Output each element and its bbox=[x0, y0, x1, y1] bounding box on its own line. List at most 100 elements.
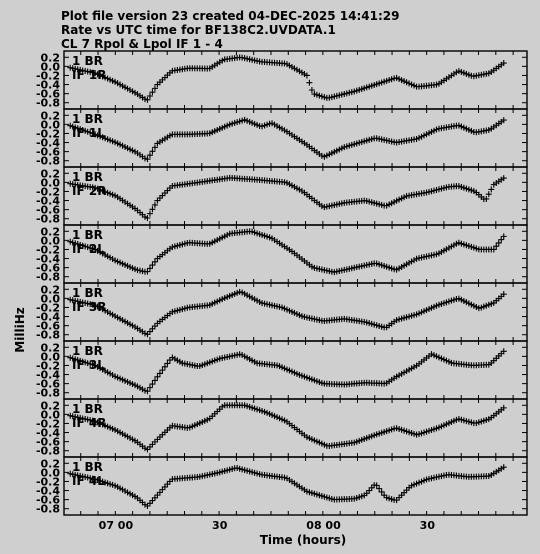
data-point bbox=[500, 60, 507, 67]
y-tick-label: 0.2 bbox=[41, 399, 61, 412]
data-point bbox=[159, 367, 166, 374]
data-point bbox=[146, 210, 153, 217]
y-tick-label: -0.6 bbox=[36, 88, 60, 101]
data-point bbox=[151, 201, 158, 208]
y-tick-label: 0.0 bbox=[41, 292, 61, 305]
y-tick-label: -0.6 bbox=[36, 378, 60, 391]
data-point bbox=[149, 206, 156, 213]
data-point bbox=[151, 377, 158, 384]
data-point bbox=[146, 384, 153, 391]
y-tick-label: -0.8 bbox=[36, 213, 60, 226]
y-tick-label: -0.8 bbox=[36, 503, 60, 516]
header-line-1: Plot file version 23 created 04-DEC-2025… bbox=[61, 9, 399, 23]
y-tick-label: -0.4 bbox=[36, 427, 60, 440]
data-point bbox=[500, 348, 507, 355]
data-point bbox=[306, 79, 313, 86]
y-tick-label: -0.2 bbox=[36, 417, 60, 430]
panel-baseline-label: 1 BR bbox=[72, 112, 103, 126]
panel-frame bbox=[63, 50, 528, 110]
data-point bbox=[498, 236, 505, 243]
y-tick-label: 0.0 bbox=[41, 408, 61, 421]
data-point bbox=[493, 243, 500, 250]
y-tick-label: 0.2 bbox=[41, 167, 61, 180]
y-tick-label: 0.2 bbox=[41, 457, 61, 470]
y-tick-label: 0.2 bbox=[41, 225, 61, 238]
y-tick-label: -0.4 bbox=[36, 253, 60, 266]
data-point bbox=[144, 268, 151, 275]
data-point bbox=[500, 404, 507, 411]
x-tick-label: 30 bbox=[212, 519, 228, 532]
y-tick-label: 0.0 bbox=[41, 176, 61, 189]
data-point bbox=[156, 370, 163, 377]
data-point bbox=[376, 485, 383, 492]
y-tick-label: 0.2 bbox=[41, 341, 61, 354]
x-axis-label: Time (hours) bbox=[260, 533, 346, 547]
panel-baseline-label: 1 BR bbox=[72, 402, 103, 416]
y-tick-label: -0.6 bbox=[36, 204, 60, 217]
y-tick-label: -0.2 bbox=[36, 359, 60, 372]
data-point bbox=[144, 215, 151, 221]
y-tick-label: -0.8 bbox=[36, 387, 60, 400]
y-tick-label: -0.2 bbox=[36, 301, 60, 314]
y-tick-label: 0.2 bbox=[41, 51, 61, 64]
data-point bbox=[151, 258, 158, 265]
y-tick-label: 0.0 bbox=[41, 350, 61, 363]
data-point bbox=[144, 96, 151, 103]
data-point bbox=[500, 291, 507, 298]
y-tick-label: -0.2 bbox=[36, 69, 60, 82]
panel-frame bbox=[63, 224, 528, 284]
panel-frame bbox=[63, 282, 528, 342]
y-tick-label: -0.4 bbox=[36, 369, 60, 382]
data-point bbox=[161, 363, 168, 370]
x-tick-label: 07 00 bbox=[99, 519, 134, 532]
y-tick-label: -0.6 bbox=[36, 436, 60, 449]
panel-frame bbox=[63, 340, 528, 400]
data-point bbox=[146, 265, 153, 272]
data-point bbox=[164, 360, 171, 367]
panel-baseline-label: 1 BR bbox=[72, 228, 103, 242]
y-tick-label: 0.0 bbox=[41, 60, 61, 73]
y-tick-label: 0.0 bbox=[41, 466, 61, 479]
data-point bbox=[500, 464, 507, 471]
data-point bbox=[485, 191, 492, 198]
data-point bbox=[154, 373, 161, 380]
y-tick-label: 0.2 bbox=[41, 109, 61, 122]
data-point bbox=[500, 233, 507, 240]
panel-baseline-label: 1 BR bbox=[72, 54, 103, 68]
y-tick-label: -0.6 bbox=[36, 146, 60, 159]
y-tick-label: -0.2 bbox=[36, 185, 60, 198]
data-point bbox=[149, 89, 156, 96]
y-tick-label: 0.0 bbox=[41, 234, 61, 247]
data-point bbox=[308, 87, 315, 93]
data-point bbox=[149, 148, 156, 155]
panel-baseline-label: 1 BR bbox=[72, 344, 103, 358]
data-point bbox=[303, 72, 310, 79]
data-point bbox=[488, 186, 495, 193]
y-tick-label: -0.2 bbox=[36, 243, 60, 256]
y-tick-label: -0.4 bbox=[36, 311, 60, 324]
data-point bbox=[144, 388, 151, 395]
data-point bbox=[144, 156, 151, 163]
panel-frame bbox=[63, 456, 528, 516]
y-tick-label: -0.8 bbox=[36, 97, 60, 110]
data-point bbox=[151, 144, 158, 151]
data-point bbox=[146, 152, 153, 159]
data-point bbox=[483, 195, 490, 202]
y-tick-label: -0.4 bbox=[36, 137, 60, 150]
data-point bbox=[500, 175, 507, 182]
data-point bbox=[378, 488, 385, 495]
x-tick-label: 30 bbox=[420, 519, 436, 532]
y-tick-label: -0.8 bbox=[36, 445, 60, 458]
panel-baseline-label: 1 BR bbox=[72, 460, 103, 474]
y-tick-label: -0.8 bbox=[36, 155, 60, 168]
